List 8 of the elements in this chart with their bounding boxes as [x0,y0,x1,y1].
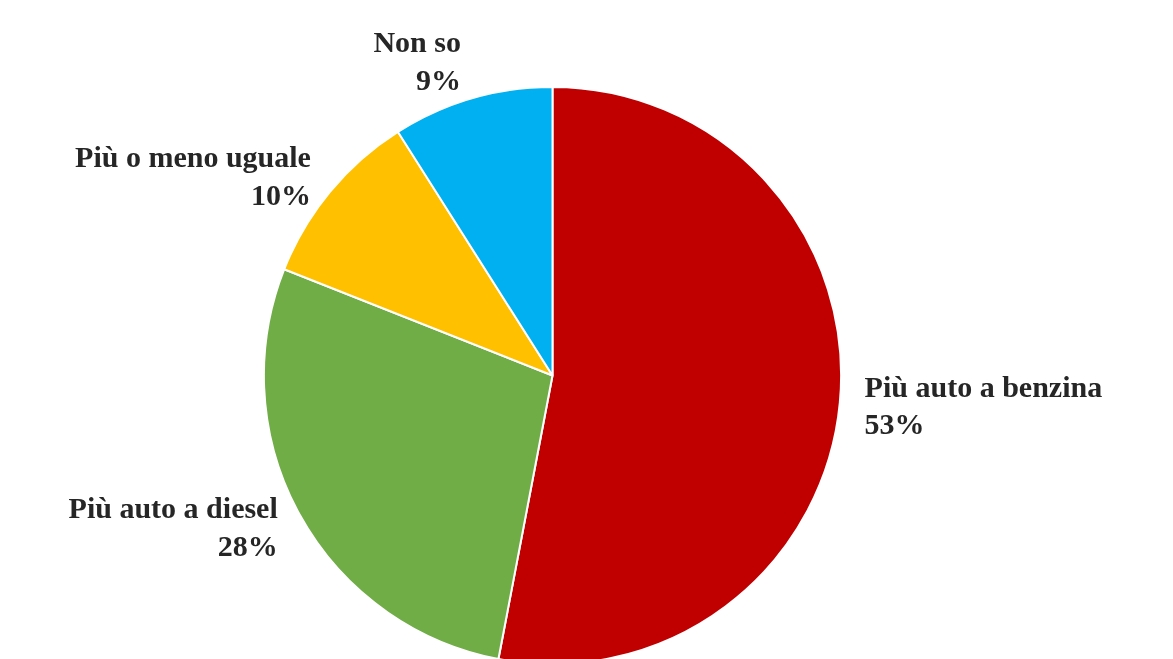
data-label: 28% [217,529,278,563]
slice-label: Più auto a diesel [68,491,278,525]
data-label: 10% [250,178,311,212]
data-label: 9% [415,62,461,96]
data-label: 53% [864,407,925,441]
slice-label: Più o meno uguale [75,140,311,174]
slice-label: Non so [373,24,461,58]
slice-label: Più auto a benzina [864,369,1103,403]
